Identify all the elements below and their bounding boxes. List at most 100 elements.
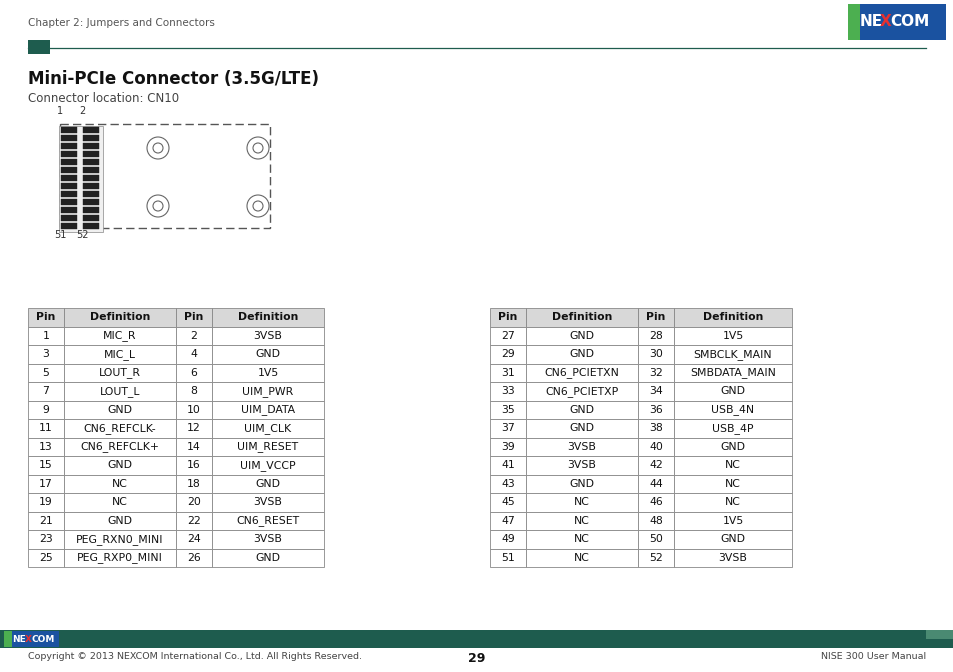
Bar [212,456,324,474]
Bar [673,364,791,382]
Bar [490,511,525,530]
Text: GND: GND [569,349,594,360]
Bar [673,474,791,493]
Bar [61,183,77,189]
Bar [61,151,77,157]
Text: NC: NC [574,497,589,507]
Circle shape [247,195,269,217]
Text: 3VSB: 3VSB [253,497,282,507]
Text: 51: 51 [500,553,515,562]
Text: UIM_DATA: UIM_DATA [241,405,294,415]
Bar [673,345,791,364]
Bar [490,456,525,474]
Text: 23: 23 [39,534,52,544]
Text: 49: 49 [500,534,515,544]
Text: 31: 31 [500,368,515,378]
Bar [525,456,638,474]
Text: 52: 52 [648,553,662,562]
Bar [212,382,324,401]
Text: NC: NC [574,534,589,544]
Bar [638,548,673,567]
Text: 16: 16 [187,460,201,470]
Bar [673,308,791,327]
Bar [28,530,64,548]
Bar [175,419,212,437]
Bar [175,364,212,382]
Text: 38: 38 [648,423,662,433]
Text: LOUT_R: LOUT_R [99,368,141,378]
Bar [175,327,212,345]
Bar [525,530,638,548]
Bar [61,207,77,212]
Bar [83,127,99,132]
Bar [638,308,673,327]
Bar [28,327,64,345]
Bar [847,4,945,40]
Bar [64,382,175,401]
Bar [28,382,64,401]
Bar [525,493,638,511]
Text: CN6_REFCLK-: CN6_REFCLK- [84,423,156,433]
Bar [64,419,175,437]
Text: SMBCLK_MAIN: SMBCLK_MAIN [693,349,772,360]
Bar [525,382,638,401]
Bar [525,437,638,456]
Bar [61,143,77,149]
Bar [638,493,673,511]
Text: GND: GND [255,349,280,360]
Bar [638,401,673,419]
Text: NC: NC [724,497,740,507]
Text: Pin: Pin [36,312,55,323]
Text: 48: 48 [648,515,662,526]
Bar [673,401,791,419]
Text: 40: 40 [648,442,662,452]
Bar [638,437,673,456]
Bar [212,548,324,567]
Text: 1V5: 1V5 [721,331,742,341]
Bar [212,530,324,548]
Text: 3VSB: 3VSB [567,442,596,452]
Bar [28,511,64,530]
Bar [673,456,791,474]
Bar [175,456,212,474]
Text: NE: NE [12,634,26,644]
Bar [64,548,175,567]
Bar [212,308,324,327]
Text: 3: 3 [43,349,50,360]
Text: X: X [879,15,891,30]
Text: GND: GND [569,331,594,341]
Bar [61,215,77,220]
Bar [638,364,673,382]
Bar [61,175,77,181]
Text: GND: GND [108,460,132,470]
Bar [60,124,270,228]
Bar [525,419,638,437]
Bar [175,437,212,456]
Text: USB_4P: USB_4P [712,423,753,433]
Bar [28,401,64,419]
Text: 29: 29 [500,349,515,360]
Text: GND: GND [720,534,744,544]
Text: 3VSB: 3VSB [567,460,596,470]
Text: NC: NC [574,553,589,562]
Text: CN6_PCIETXN: CN6_PCIETXN [544,368,618,378]
Bar [83,199,99,204]
Text: 27: 27 [500,331,515,341]
Bar [525,511,638,530]
Bar [212,493,324,511]
Text: 26: 26 [187,553,201,562]
Bar [638,456,673,474]
Bar [64,308,175,327]
Text: PEG_RXP0_MINI: PEG_RXP0_MINI [77,552,163,563]
Bar [925,630,953,639]
Bar [28,308,64,327]
Bar [847,4,859,40]
Text: 41: 41 [500,460,515,470]
Bar [83,207,99,212]
Bar [64,345,175,364]
Bar [212,401,324,419]
Bar [175,382,212,401]
Circle shape [152,143,163,153]
Text: 1V5: 1V5 [721,515,742,526]
Text: 14: 14 [187,442,201,452]
